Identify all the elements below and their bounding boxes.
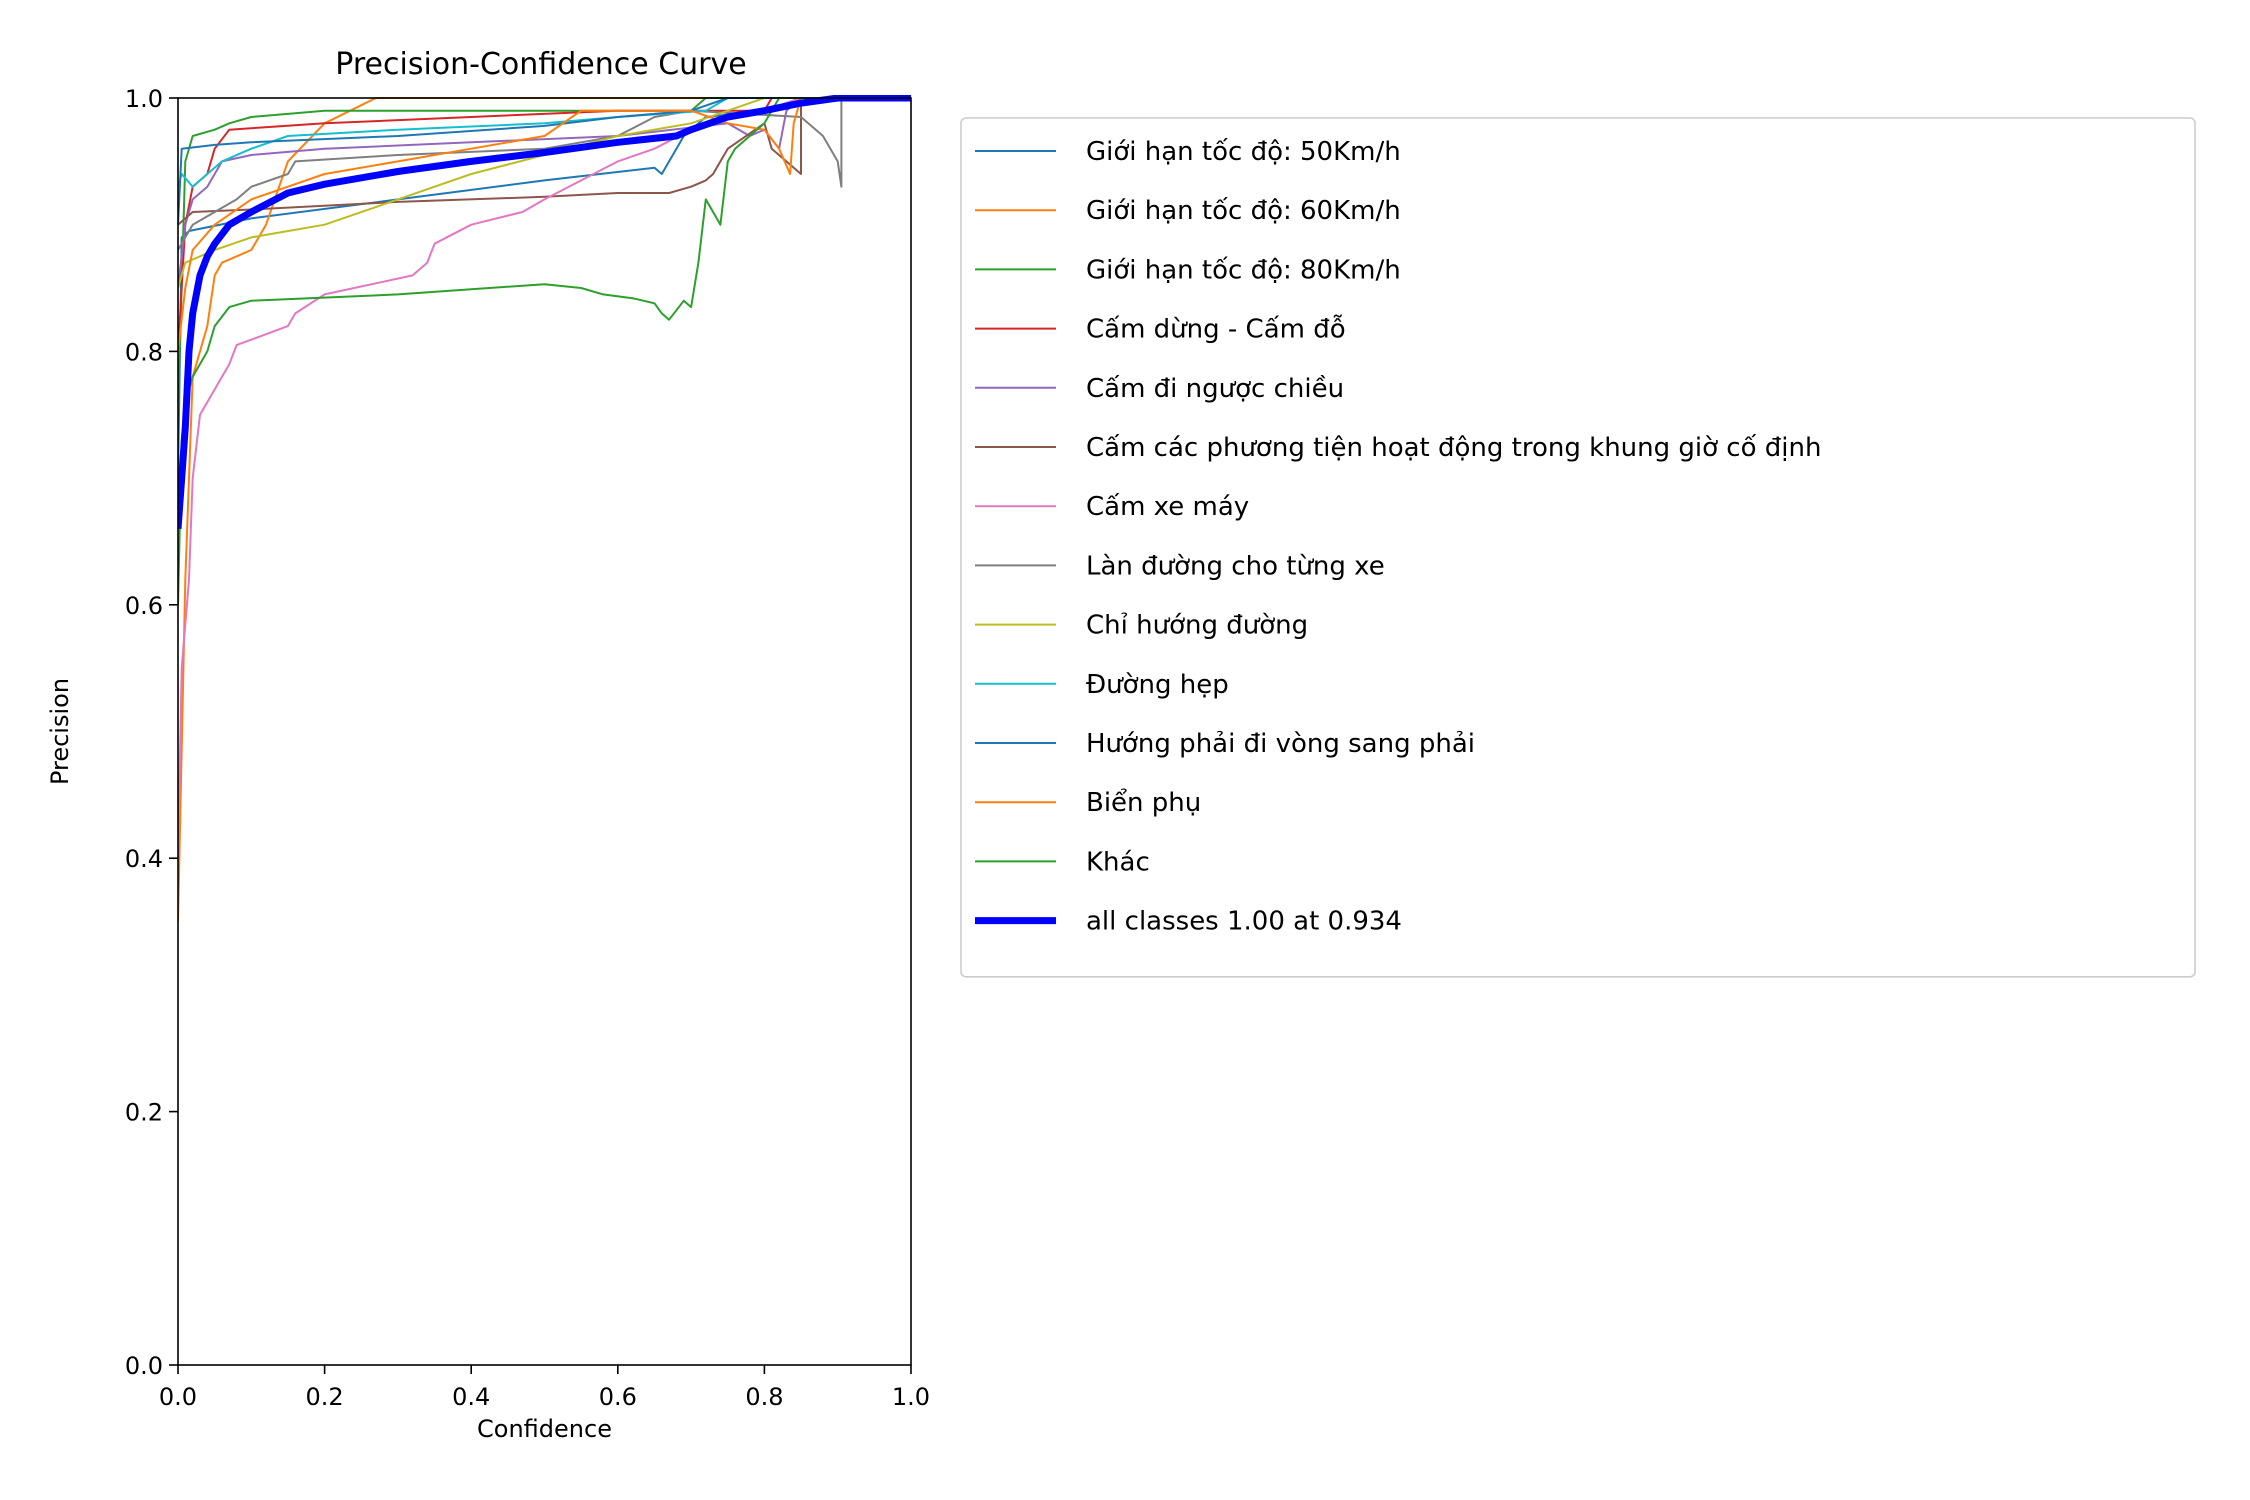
x-tick-label: 0.6 bbox=[599, 1383, 637, 1411]
legend-item: Giới hạn tốc độ: 80Km/h bbox=[975, 255, 1401, 285]
legend-label: Giới hạn tốc độ: 60Km/h bbox=[1086, 196, 1401, 226]
plot-area bbox=[178, 95, 911, 922]
legend-item: Chỉ hướng đường bbox=[975, 611, 1308, 641]
legend-label: Cấm dừng - Cấm đỗ bbox=[1086, 314, 1346, 345]
series-line-8 bbox=[178, 97, 911, 251]
legend-label: Giới hạn tốc độ: 50Km/h bbox=[1086, 137, 1401, 167]
legend-label: Giới hạn tốc độ: 80Km/h bbox=[1086, 255, 1401, 285]
legend-item: Cấm dừng - Cấm đỗ bbox=[975, 314, 1346, 345]
legend-label: all classes 1.00 at 0.934 bbox=[1086, 907, 1402, 937]
x-axis: 0.0 0.2 0.4 0.6 0.8 1.0 bbox=[159, 1365, 930, 1411]
series-line-3 bbox=[178, 97, 911, 415]
legend-item: Khác bbox=[975, 847, 1150, 877]
y-tick-label: 1.0 bbox=[125, 85, 163, 113]
legend-item: Làn đường cho từng xe bbox=[975, 551, 1385, 581]
y-tick-label: 0.8 bbox=[125, 338, 163, 366]
x-tick-label: 0.8 bbox=[745, 1383, 783, 1411]
x-tick-label: 0.4 bbox=[452, 1383, 490, 1411]
x-axis-label: Confidence bbox=[477, 1415, 612, 1443]
y-tick-label: 0.6 bbox=[125, 592, 163, 620]
legend-label: Cấm xe máy bbox=[1086, 492, 1249, 522]
x-tick-label: 1.0 bbox=[892, 1383, 930, 1411]
series-line-11 bbox=[178, 97, 911, 225]
legend-item: Biển phụ bbox=[975, 787, 1201, 818]
series-line-2 bbox=[178, 97, 911, 922]
legend-item: Đường hẹp bbox=[975, 670, 1229, 700]
legend-label: Khác bbox=[1086, 847, 1150, 877]
legend: Giới hạn tốc độ: 50Km/h Giới hạn tốc độ: … bbox=[960, 117, 2196, 978]
legend-label: Chỉ hướng đường bbox=[1086, 611, 1308, 641]
legend-item: Giới hạn tốc độ: 50Km/h bbox=[975, 137, 1401, 167]
axes-frame bbox=[177, 97, 912, 1366]
legend-label: Cấm đi ngược chiều bbox=[1086, 374, 1344, 404]
chart-title: Precision-Confidence Curve bbox=[335, 47, 746, 82]
y-axis-label: Precision bbox=[46, 678, 74, 785]
y-tick-label: 0.4 bbox=[125, 845, 163, 873]
y-tick-label: 0.2 bbox=[125, 1099, 163, 1127]
legend-label: Hướng phải đi vòng sang phải bbox=[1086, 729, 1475, 759]
legend-label: Đường hẹp bbox=[1086, 670, 1229, 700]
legend-label: Biển phụ bbox=[1086, 787, 1201, 818]
legend-item: Giới hạn tốc độ: 60Km/h bbox=[975, 196, 1401, 226]
series-line-13 bbox=[178, 97, 911, 605]
series-line-14 bbox=[178, 95, 911, 530]
series-line-10 bbox=[178, 97, 911, 188]
y-axis: 0.0 0.2 0.4 0.6 0.8 1.0 bbox=[125, 85, 178, 1380]
legend-label: Làn đường cho từng xe bbox=[1086, 551, 1385, 581]
legend-item: Cấm đi ngược chiều bbox=[975, 374, 1344, 404]
legend-box bbox=[960, 117, 2196, 978]
x-tick-label: 0.0 bbox=[159, 1383, 197, 1411]
y-tick-label: 0.0 bbox=[125, 1352, 163, 1380]
legend-label: Cấm các phương tiện hoạt động trong khun… bbox=[1086, 433, 1821, 463]
legend-item: Cấm xe máy bbox=[975, 492, 1249, 522]
legend-item: Cấm các phương tiện hoạt động trong khun… bbox=[975, 433, 1821, 463]
series-line-5 bbox=[178, 97, 911, 289]
series-line-12 bbox=[178, 97, 911, 352]
legend-item: Hướng phải đi vòng sang phải bbox=[975, 729, 1475, 759]
legend-item: all classes 1.00 at 0.934 bbox=[975, 907, 1402, 937]
x-tick-label: 0.2 bbox=[306, 1383, 344, 1411]
